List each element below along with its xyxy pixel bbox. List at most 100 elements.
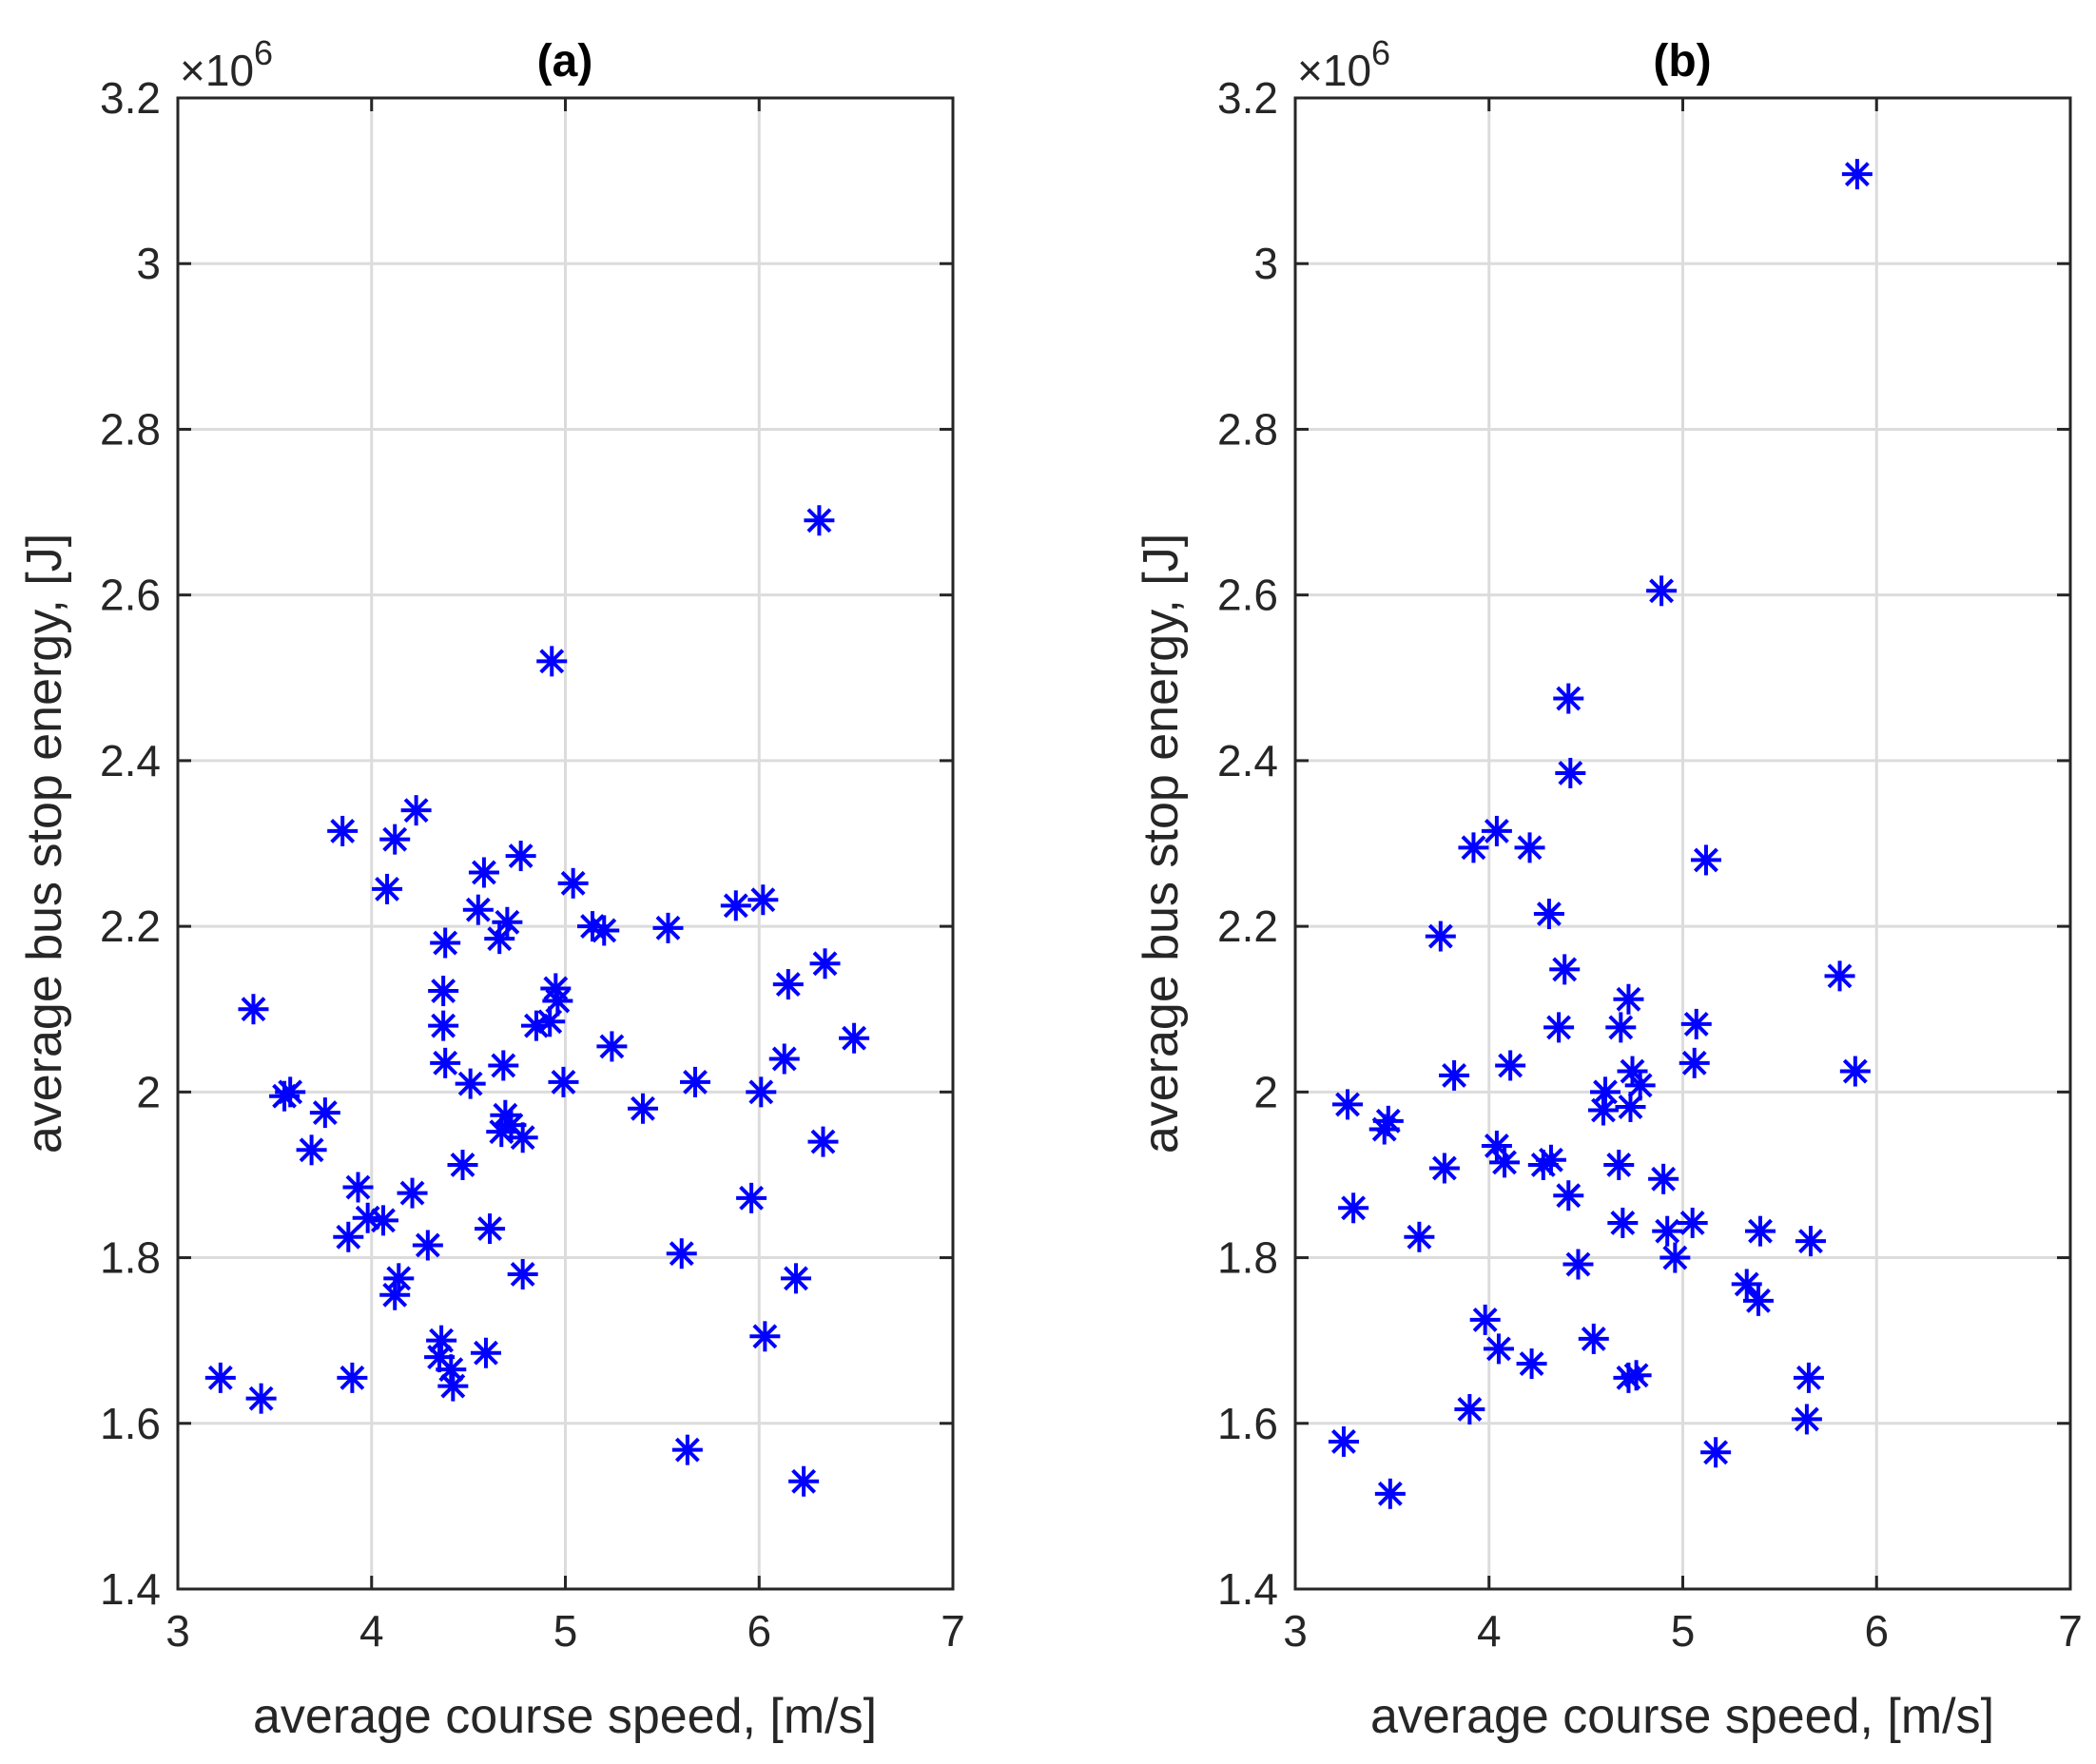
data-point <box>1372 1105 1404 1136</box>
data-point <box>542 985 573 1017</box>
data-point <box>1621 1360 1652 1391</box>
x-tick-label: 3 <box>1283 1606 1308 1656</box>
x-tick-label: 6 <box>747 1606 771 1656</box>
data-point <box>788 1465 820 1497</box>
scatter-panel-b: 3 4 5 6 71.41.61.822.22.42.62.833.2 (b) ×106… <box>1134 33 2083 1744</box>
data-point <box>1483 1333 1514 1365</box>
data-point <box>1731 1269 1762 1300</box>
data-point <box>426 1325 457 1356</box>
data-point <box>772 969 804 1000</box>
y-tick-label: 3.2 <box>100 73 161 123</box>
data-point <box>804 505 835 536</box>
data-point <box>736 1182 767 1213</box>
y-tick-label: 3 <box>136 239 161 288</box>
data-point <box>1428 1153 1460 1184</box>
data-point <box>1590 1076 1621 1108</box>
data-point <box>1648 1163 1679 1194</box>
data-point <box>428 976 459 1007</box>
data-point <box>1553 1180 1584 1212</box>
data-point <box>1742 1285 1774 1316</box>
data-point <box>1824 960 1855 992</box>
data-point <box>492 906 523 938</box>
data-point <box>1543 1012 1575 1043</box>
data-point <box>557 867 589 899</box>
data-point <box>383 1263 415 1294</box>
data-point <box>337 1362 368 1393</box>
data-point <box>430 1047 461 1078</box>
data-point <box>1795 1226 1826 1257</box>
data-markers <box>1328 159 1873 1509</box>
data-point <box>1338 1192 1369 1224</box>
x-axis-label: average course speed, [m/s] <box>253 1689 877 1744</box>
data-point <box>720 890 751 921</box>
data-point <box>1553 683 1584 714</box>
y-tick-label: 2.6 <box>1217 571 1278 620</box>
y-tick-label: 3 <box>1253 239 1278 288</box>
data-point <box>671 1434 703 1465</box>
data-point <box>437 1370 469 1402</box>
data-point <box>1533 899 1564 930</box>
data-point <box>309 1097 340 1129</box>
x-axis-label: average course speed, [m/s] <box>1370 1689 1994 1744</box>
x-tick-label: 6 <box>1864 1606 1889 1656</box>
data-markers <box>204 505 870 1497</box>
data-point <box>436 1354 467 1386</box>
data-point <box>1404 1221 1435 1252</box>
data-point <box>1679 1047 1710 1078</box>
y-tick-label: 2.8 <box>100 404 161 454</box>
y-tick-label: 1.4 <box>1217 1564 1278 1614</box>
y-exponent-label: ×106 <box>1297 33 1390 95</box>
panel-title: (b) <box>1653 36 1711 87</box>
data-point <box>455 1068 486 1099</box>
y-tick-label: 2.6 <box>100 571 161 620</box>
data-point <box>540 973 572 1004</box>
data-point <box>1332 1089 1364 1120</box>
data-point <box>1624 1070 1656 1101</box>
x-tick-label: 4 <box>359 1606 384 1656</box>
data-point <box>1700 1437 1732 1468</box>
data-point <box>589 915 620 946</box>
y-tick-label: 2.4 <box>100 736 161 785</box>
y-tick-label: 1.6 <box>1217 1399 1278 1448</box>
data-point <box>1481 815 1512 846</box>
data-point <box>1374 1478 1406 1509</box>
data-point <box>1425 921 1456 952</box>
y-axis-label: average bus stop energy, [J] <box>1134 533 1189 1153</box>
data-point <box>505 841 536 872</box>
data-point <box>652 912 684 943</box>
x-tick-label: 3 <box>165 1606 190 1656</box>
data-point <box>1562 1249 1594 1280</box>
data-point <box>1549 954 1581 985</box>
data-point <box>536 646 568 677</box>
data-point <box>400 795 432 826</box>
data-point <box>468 857 499 888</box>
x-tick-label: 5 <box>553 1606 578 1656</box>
data-point <box>430 927 461 959</box>
data-point <box>1745 1215 1776 1247</box>
data-point <box>204 1362 236 1393</box>
data-point <box>1646 575 1678 607</box>
data-point <box>746 1076 777 1108</box>
data-point <box>1458 832 1489 863</box>
data-point <box>1516 1348 1547 1380</box>
data-point <box>1495 1050 1526 1081</box>
data-point <box>628 1093 658 1124</box>
data-point <box>1603 1149 1635 1180</box>
y-exponent-base: ×10 <box>1297 46 1371 95</box>
data-point <box>1454 1393 1485 1425</box>
data-point <box>1535 1144 1566 1175</box>
data-point <box>379 824 411 855</box>
data-point <box>488 1050 519 1081</box>
data-point <box>1328 1425 1359 1457</box>
data-point <box>238 994 269 1025</box>
data-point <box>747 884 779 916</box>
y-exponent-power: 6 <box>254 33 273 72</box>
data-point <box>1659 1242 1691 1273</box>
x-tick-label: 5 <box>1671 1606 1696 1656</box>
data-point <box>1578 1323 1609 1354</box>
data-point <box>809 948 841 979</box>
data-point <box>780 1263 811 1294</box>
y-tick-label: 1.6 <box>100 1399 161 1448</box>
data-point <box>1677 1207 1708 1238</box>
